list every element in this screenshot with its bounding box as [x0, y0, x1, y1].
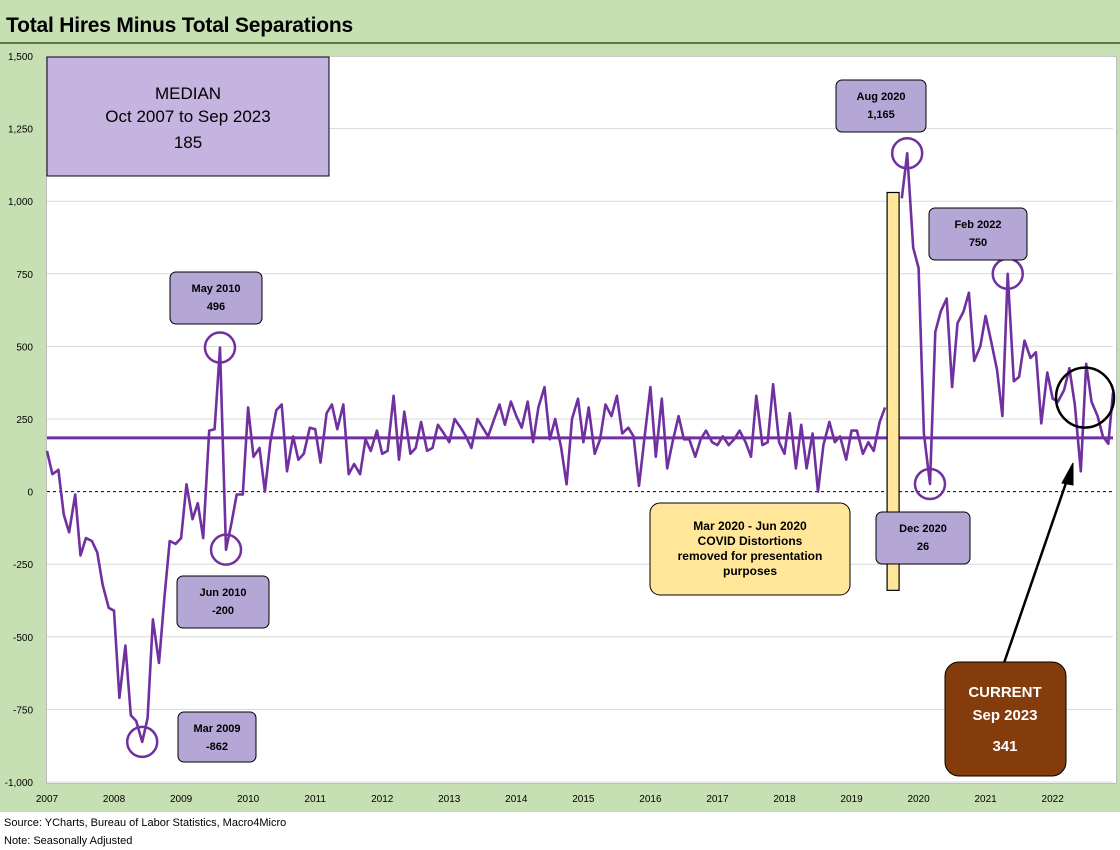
median-box-period: Oct 2007 to Sep 2023 [105, 107, 270, 126]
highlight-circle [203, 331, 237, 364]
median-box-value: 185 [174, 133, 202, 152]
annotation-box [176, 575, 270, 629]
y-tick-label: 1,500 [8, 52, 33, 63]
annotation-label: Aug 2020 [857, 91, 906, 103]
y-tick-label: -1,000 [5, 778, 34, 789]
series-line [900, 152, 1115, 486]
y-tick-label: -750 [13, 705, 33, 716]
annotation-value: -862 [206, 741, 228, 753]
x-tick-label: 2016 [639, 794, 662, 805]
highlight-circle [890, 137, 924, 170]
x-tick-label: 2018 [773, 794, 796, 805]
x-tick-label: 2022 [1042, 794, 1065, 805]
x-tick-label: 2017 [706, 794, 729, 805]
title-bar: Total Hires Minus Total Separations [0, 0, 1120, 44]
annotation-value: 26 [917, 541, 929, 553]
covid-note-box [649, 502, 851, 596]
median-box-title: MEDIAN [155, 84, 221, 103]
y-tick-label: 500 [16, 342, 33, 353]
covid-note-text: COVID Distortions [698, 534, 803, 548]
x-tick-label: 2020 [907, 794, 930, 805]
current-box-value: 341 [992, 738, 1017, 755]
covid-note-text: Mar 2020 - Jun 2020 [693, 519, 807, 533]
x-tick-label: 2008 [103, 794, 126, 805]
y-tick-label: 750 [16, 270, 33, 281]
current-box-title: CURRENT [968, 684, 1041, 701]
x-tick-label: 2009 [170, 794, 193, 805]
annotation-box [835, 79, 927, 133]
y-tick-label: -250 [13, 560, 33, 571]
x-tick-label: 2013 [438, 794, 461, 805]
covid-note-text: purposes [723, 564, 777, 578]
annotation-box [875, 511, 971, 565]
annotation-label: Mar 2009 [193, 723, 240, 735]
annotation-value: 750 [969, 237, 987, 249]
annotation-box [169, 271, 263, 325]
footer: Source: YCharts, Bureau of Labor Statist… [0, 812, 1120, 850]
current-arrowhead [1061, 462, 1074, 486]
covid-gap-bar [886, 191, 900, 591]
annotation-label: Dec 2020 [899, 523, 947, 535]
current-box [944, 661, 1067, 777]
current-circle [1054, 366, 1116, 429]
x-tick-label: 2015 [572, 794, 595, 805]
x-tick-label: 2019 [840, 794, 863, 805]
current-arrow-line [1002, 479, 1069, 664]
y-tick-label: 1,250 [8, 125, 33, 136]
source-note: Source: YCharts, Bureau of Labor Statist… [4, 817, 287, 829]
chart-title: Total Hires Minus Total Separations [6, 14, 353, 37]
x-tick-label: 2011 [304, 794, 326, 805]
annotation-label: Feb 2022 [954, 219, 1001, 231]
current-box-period: Sep 2023 [972, 707, 1037, 724]
covid-note-text: removed for presentation [678, 549, 823, 563]
annotation-value: -200 [212, 605, 234, 617]
x-tick-label: 2021 [974, 794, 997, 805]
y-tick-label: 1,000 [8, 197, 33, 208]
y-tick-label: 0 [27, 488, 33, 499]
x-tick-label: 2012 [371, 794, 394, 805]
annotation-label: May 2010 [192, 283, 241, 295]
annotation-label: Jun 2010 [199, 587, 246, 599]
x-tick-label: 2014 [505, 794, 528, 805]
highlight-circle [125, 725, 159, 759]
highlight-circle [913, 467, 947, 501]
x-tick-label: 2010 [237, 794, 260, 805]
annotation-box [928, 207, 1028, 261]
y-tick-label: -500 [13, 633, 33, 644]
x-tick-label: 2007 [36, 794, 59, 805]
annotation-value: 1,165 [867, 109, 895, 121]
highlight-circle [209, 533, 243, 566]
series-line [45, 346, 887, 744]
annotation-value: 496 [207, 301, 225, 313]
median-box [46, 56, 330, 177]
seasonal-note: Note: Seasonally Adjusted [4, 835, 133, 847]
annotation-box [177, 711, 257, 763]
y-tick-label: 250 [16, 415, 33, 426]
